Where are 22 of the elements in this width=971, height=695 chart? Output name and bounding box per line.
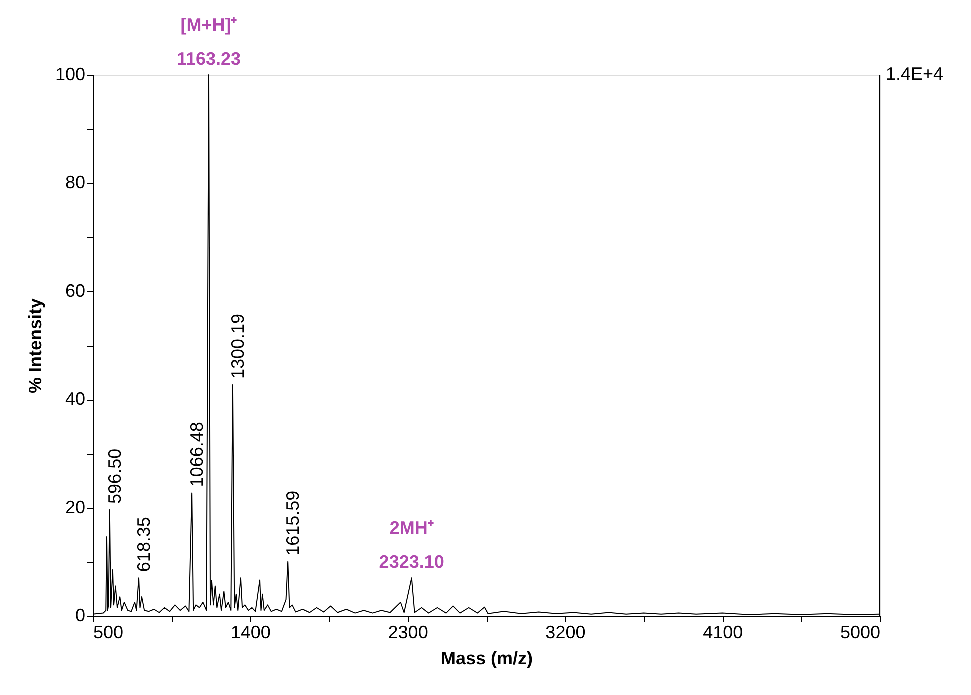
x-tick-label: 500 — [94, 622, 124, 642]
y-axis-title: % Intensity — [25, 298, 46, 394]
annotation: [M+H]⁺ 1163.23 — [176, 15, 242, 69]
annotation: 596.50 — [104, 448, 125, 504]
annotation: 1615.59 — [283, 490, 304, 556]
y-tick-label: 0 — [75, 606, 86, 626]
x-tick-label: 5000 — [840, 622, 880, 642]
x-axis-title: Mass (m/z) — [440, 648, 534, 668]
x-tick-label: 3200 — [546, 622, 586, 642]
annotation: 2MH⁺ 2323.10 — [379, 518, 444, 572]
x-tick-label: 1400 — [230, 622, 271, 642]
y-tick-label: 80 — [65, 172, 86, 193]
y-tick-label: 60 — [65, 280, 86, 301]
annotation: 618.35 — [134, 517, 154, 572]
x-tick-label: 2300 — [388, 622, 428, 642]
x-tick-label: 4100 — [703, 622, 744, 642]
annotation: 1066.48 — [187, 422, 208, 488]
annotation: 1300.19 — [228, 314, 248, 379]
y-tick-label: 100 — [55, 64, 86, 84]
y-tick-label: 40 — [65, 389, 86, 410]
y-tick-label: 20 — [65, 497, 86, 518]
text: 1.4E+4 — [886, 64, 944, 84]
